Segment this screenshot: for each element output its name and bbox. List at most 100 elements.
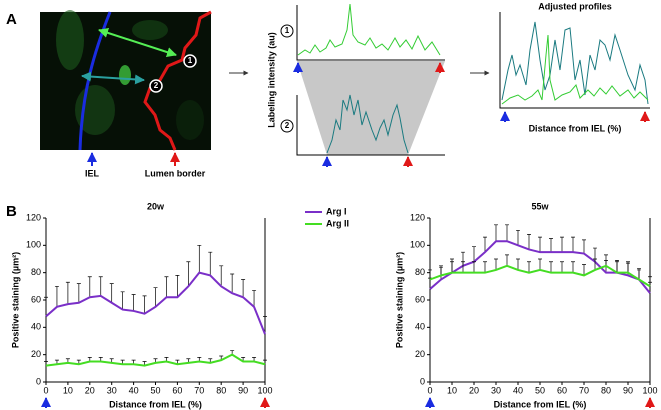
error-bar: [164, 276, 169, 298]
error-bar: [109, 283, 114, 303]
x-tick-label: 70: [579, 385, 589, 395]
error-bar: [76, 283, 81, 303]
marker-label: 2: [154, 81, 159, 90]
x-tick-label: 0: [427, 385, 432, 395]
error-bar: [549, 238, 553, 253]
y-tick-label: 60: [31, 294, 41, 304]
error-bar: [153, 287, 158, 307]
y-axis-label: Labeling intensity (au): [266, 32, 276, 128]
adjusted-profile: [501, 34, 649, 105]
error-bar: [494, 258, 498, 270]
error-bar: [538, 236, 542, 253]
error-bar: [571, 261, 575, 273]
adjusted-profile: [501, 21, 649, 105]
error-bar: [582, 264, 586, 276]
x-tick-label: 90: [623, 385, 633, 395]
error-bar: [252, 290, 257, 307]
marker-label: 1: [188, 56, 193, 65]
axis-line: [429, 218, 651, 383]
y-tick-label: 20: [415, 349, 425, 359]
error-bar: [516, 258, 520, 270]
y-tick-label: 80: [415, 267, 425, 277]
x-tick-label: 90: [238, 385, 248, 395]
error-bar: [505, 254, 509, 266]
y-axis-label: Positive staining (µm²): [394, 252, 404, 348]
x-tick-label: 50: [535, 385, 545, 395]
y-tick-label: 40: [415, 322, 425, 332]
x-axis-label: Distance from IEL (%): [529, 123, 622, 133]
iel-label: IEL: [85, 168, 100, 178]
error-bar: [560, 261, 564, 273]
error-bar: [428, 269, 432, 280]
error-bar: [450, 261, 454, 273]
error-bar: [175, 275, 180, 298]
error-bar: [516, 229, 520, 246]
error-bar: [626, 261, 630, 273]
x-tick-label: 70: [194, 385, 204, 395]
error-bar: [527, 234, 531, 250]
error-bar: [241, 279, 246, 298]
error-bar: [263, 316, 267, 335]
error-bar: [230, 273, 235, 294]
x-tick-label: 20: [469, 385, 479, 395]
panel-label: B: [6, 203, 17, 220]
marker-label: 2: [285, 121, 290, 130]
x-tick-label: 40: [129, 385, 139, 395]
error-bar: [505, 224, 509, 242]
error-bar: [483, 261, 487, 273]
error-bar: [439, 265, 443, 276]
error-bar: [604, 254, 608, 266]
chart-title: 20w: [147, 201, 165, 211]
error-bar: [54, 285, 59, 307]
projection: [297, 61, 445, 155]
x-tick-label: 80: [601, 385, 611, 395]
y-tick-label: 0: [36, 376, 41, 386]
y-tick-label: 120: [410, 212, 425, 222]
x-tick-label: 0: [43, 385, 48, 395]
error-bar: [131, 294, 136, 311]
error-bar: [560, 236, 564, 253]
error-bar: [219, 265, 224, 287]
error-bar: [208, 251, 213, 276]
error-bar: [483, 236, 487, 253]
lumen-label: Lumen border: [145, 168, 206, 178]
error-bar: [527, 261, 531, 273]
series-line: [45, 271, 266, 335]
x-tick-label: 80: [216, 385, 226, 395]
y-tick-label: 120: [26, 212, 41, 222]
x-tick-label: 60: [172, 385, 182, 395]
error-bar: [186, 261, 191, 287]
error-bar: [494, 224, 498, 242]
legend-label: Arg I: [326, 206, 347, 216]
error-bar: [549, 261, 553, 273]
panel-label: A: [6, 11, 17, 28]
error-bar: [98, 276, 103, 296]
micrograph: [40, 10, 212, 151]
error-bar: [44, 296, 48, 317]
error-bar: [87, 276, 92, 298]
error-bar: [637, 269, 641, 280]
x-axis-label: Distance from IEL (%): [109, 399, 202, 409]
x-tick-label: 10: [63, 385, 73, 395]
chart-title: 55w: [531, 201, 549, 211]
y-tick-label: 100: [26, 240, 41, 250]
x-tick-label: 50: [150, 385, 160, 395]
profile-2: [326, 94, 409, 154]
x-tick-label: 10: [447, 385, 457, 395]
error-bar: [65, 281, 70, 305]
legend-label: Arg II: [326, 218, 349, 228]
error-bar: [472, 261, 476, 273]
x-tick-label: 40: [513, 385, 523, 395]
x-axis-label: Distance from IEL (%): [494, 399, 587, 409]
error-bar: [461, 261, 465, 273]
error-bar: [472, 246, 476, 262]
adjusted-title: Adjusted profiles: [538, 1, 612, 11]
error-bar: [593, 258, 597, 270]
x-tick-label: 100: [257, 385, 272, 395]
error-bar: [648, 276, 652, 287]
error-bar: [615, 261, 619, 273]
profile-1: [297, 3, 441, 56]
error-bar: [538, 258, 542, 270]
error-bar: [571, 236, 575, 253]
